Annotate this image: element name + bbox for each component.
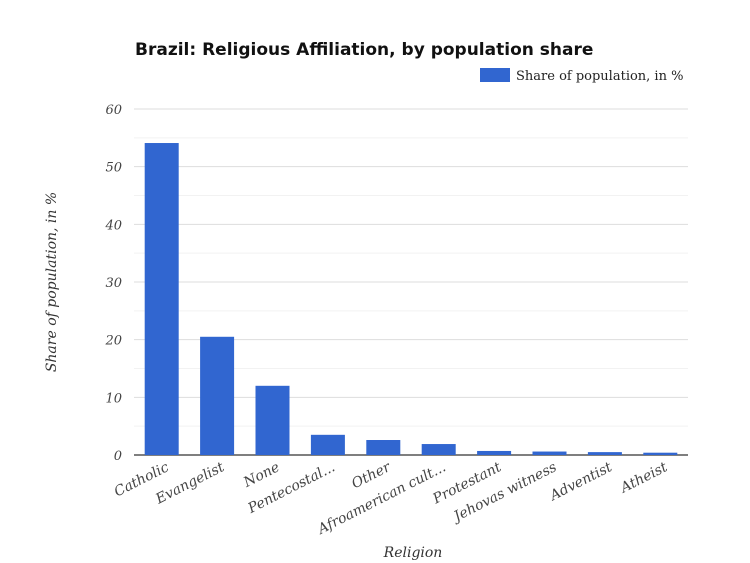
- x-tick-label: Atheist: [616, 459, 670, 497]
- bar: [421, 444, 456, 455]
- y-tick-label: 20: [104, 334, 122, 349]
- y-tick-label: 40: [104, 218, 122, 233]
- bar: [366, 440, 401, 455]
- bar: [587, 452, 622, 455]
- bar: [200, 336, 235, 455]
- x-tick-label: Adventist: [546, 459, 615, 505]
- bar: [477, 450, 512, 455]
- bar: [532, 451, 567, 455]
- bar: [255, 385, 290, 455]
- y-tick-label: 60: [105, 103, 122, 118]
- chart-title: Brazil: Religious Affiliation, by popula…: [135, 40, 593, 60]
- y-axis-label: Share of population, in %: [44, 192, 60, 372]
- y-tick-label: 50: [105, 161, 122, 176]
- y-tick-label: 30: [105, 276, 122, 291]
- legend-label: Share of population, in %: [516, 69, 683, 84]
- bar: [310, 434, 345, 455]
- bar: [144, 143, 179, 456]
- legend: Share of population, in %: [480, 68, 683, 84]
- bar: [643, 452, 678, 455]
- legend-swatch: [480, 68, 510, 82]
- y-tick-label: 0: [114, 449, 122, 464]
- x-axis-label: Religion: [383, 545, 443, 561]
- y-tick-label: 10: [105, 391, 122, 406]
